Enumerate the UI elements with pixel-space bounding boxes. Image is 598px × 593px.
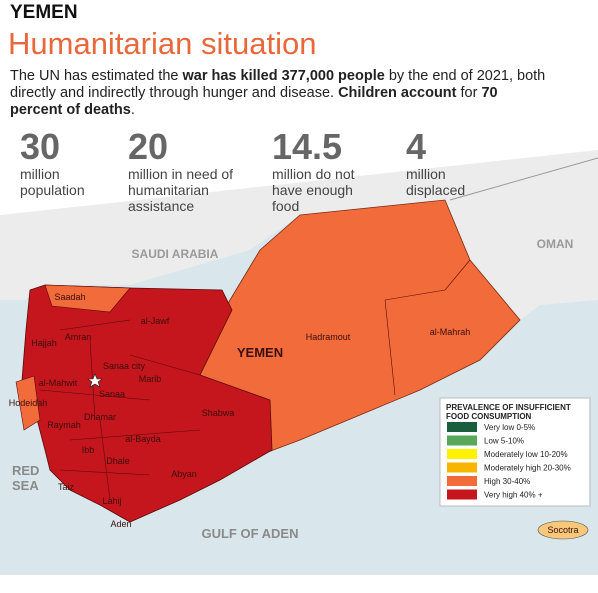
island — [537, 520, 589, 540]
region-label: Hajjah — [31, 338, 57, 348]
stat: 14.5 million do not have enough food — [272, 126, 382, 215]
legend: PREVALENCE OF INSUFFICIENT FOOD CONSUMPTI… — [439, 397, 591, 507]
legend-swatch — [447, 476, 477, 486]
border — [449, 157, 598, 201]
intro-text: Children account — [338, 85, 457, 101]
region-label: Shabwa — [202, 408, 235, 418]
legend-label: Moderately high 20-30% — [484, 464, 571, 473]
land — [0, 150, 598, 320]
legend-title-text: PREVALENCE OF INSUFFICIENT — [446, 403, 571, 412]
region-label: Saadah — [54, 292, 85, 302]
legend-swatch — [447, 449, 477, 459]
intro-text: by the end of 2021, both directly and in… — [10, 68, 546, 101]
stat: 20 million in need of humanitarian assist… — [128, 126, 258, 215]
stat-number: 30 — [20, 126, 61, 167]
country-label: YEMEN — [237, 345, 283, 360]
region-label: Dhale — [106, 456, 130, 466]
region-label: Amran — [65, 332, 92, 342]
legend-swatch — [447, 422, 477, 432]
intro-text: The UN has estimated the — [10, 68, 183, 84]
kicker: YEMEN — [10, 2, 78, 23]
stat-number: 20 — [128, 126, 169, 167]
stat-label: million displaced — [406, 166, 466, 198]
region-label: al-Bayda — [125, 434, 161, 444]
stat: 4 million displaced — [406, 126, 506, 199]
region-label: Hadramout — [306, 332, 351, 342]
region-area — [44, 284, 131, 313]
stat-label: million population — [20, 166, 85, 198]
region-label: Socotra — [547, 525, 578, 535]
legend-label: Low 5-10% — [484, 437, 524, 446]
stat-number: 14.5 — [272, 126, 343, 167]
region-label: Sanaa city — [103, 361, 146, 371]
stat-label: million in need of humanitarian assistan… — [128, 166, 234, 214]
region-label: Sanaa — [99, 389, 125, 399]
legend-label: Moderately low 10-20% — [484, 450, 568, 459]
region-label: Marib — [139, 374, 162, 384]
legend-title: PREVALENCE OF INSUFFICIENT FOOD CONSUMPTI… — [446, 403, 571, 421]
legend-label: Very low 0-5% — [484, 423, 535, 432]
region-area — [15, 375, 41, 431]
sea-label: GULF OF ADEN — [201, 526, 298, 541]
legend-swatch — [447, 489, 477, 500]
title: Humanitarian situation — [8, 26, 317, 61]
intro-text: for — [456, 85, 482, 101]
stat: 30 million population — [20, 126, 120, 199]
legend-swatch — [447, 462, 477, 473]
legend-label: High 30-40% — [484, 477, 530, 486]
legend-label: Very high 40% + — [484, 491, 543, 500]
region-label: Dhamar — [84, 412, 116, 422]
legend-swatch — [447, 435, 477, 446]
country-label: SAUDI ARABIA — [132, 247, 219, 261]
stat-number: 4 — [406, 126, 427, 167]
region-label: al-Jawf — [141, 316, 170, 326]
region-label: Ibb — [82, 445, 95, 455]
intro-text: . — [130, 102, 135, 118]
sea-label: RED SEA — [12, 463, 40, 493]
region-label: Raymah — [47, 420, 81, 430]
intro-text: war has killed 377,000 people — [182, 68, 385, 84]
region-label: al-Mahwit — [39, 378, 78, 388]
capital-marker — [87, 373, 103, 388]
stat-label: million do not have enough food — [272, 166, 355, 214]
country-label: OMAN — [537, 237, 574, 251]
intro: The UN has estimated the war has killed … — [10, 68, 550, 119]
region-label: al-Mahrah — [430, 327, 471, 337]
intro-text: 70 percent of deaths — [10, 85, 498, 118]
region-label: Aden — [110, 519, 131, 529]
region-label: Taiz — [58, 482, 75, 492]
legend-title-text: FOOD CONSUMPTION — [446, 412, 532, 421]
region-label: Hodeidah — [9, 398, 48, 408]
region-label: Abyan — [171, 469, 197, 479]
region-label: Lahij — [102, 496, 121, 506]
